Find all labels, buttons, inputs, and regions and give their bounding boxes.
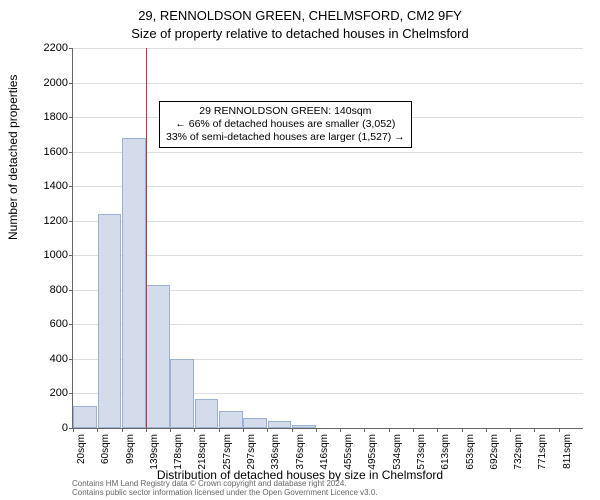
ytick-label: 1400 [28, 180, 68, 192]
ytick-label: 1000 [28, 249, 68, 261]
xtick-label: 336sqm [270, 434, 281, 470]
xtick-mark [389, 428, 390, 432]
xtick-mark [316, 428, 317, 432]
xtick-mark [146, 428, 147, 432]
info-line3: 33% of semi-detached houses are larger (… [166, 131, 405, 144]
xtick-mark [194, 428, 195, 432]
xtick-mark [219, 428, 220, 432]
ytick-label: 2000 [28, 77, 68, 89]
xtick-label: 573sqm [416, 434, 427, 470]
xtick-label: 692sqm [489, 434, 500, 470]
gridline-h [73, 186, 583, 187]
xtick-mark [559, 428, 560, 432]
ytick-label: 400 [28, 353, 68, 365]
histogram-bar [73, 406, 97, 428]
property-marker-line [146, 48, 148, 428]
ytick-mark [69, 290, 73, 291]
ytick-mark [69, 393, 73, 394]
xtick-label: 653sqm [465, 434, 476, 470]
y-axis-label: Number of detached properties [6, 75, 20, 240]
histogram-bar [122, 138, 146, 428]
xtick-label: 297sqm [246, 434, 257, 470]
xtick-mark [267, 428, 268, 432]
histogram-bar [243, 418, 267, 428]
histogram-bar [268, 421, 292, 428]
xtick-label: 455sqm [343, 434, 354, 470]
gridline-h [73, 221, 583, 222]
ytick-mark [69, 83, 73, 84]
ytick-mark [69, 359, 73, 360]
xtick-label: 60sqm [100, 434, 111, 464]
xtick-mark [340, 428, 341, 432]
ytick-label: 200 [28, 387, 68, 399]
xtick-label: 257sqm [222, 434, 233, 470]
histogram-bar [195, 399, 219, 428]
ytick-label: 1800 [28, 111, 68, 123]
xtick-mark [122, 428, 123, 432]
xtick-label: 376sqm [295, 434, 306, 470]
histogram-bar [98, 214, 122, 428]
gridline-h [73, 255, 583, 256]
gridline-h [73, 83, 583, 84]
xtick-mark [243, 428, 244, 432]
xtick-label: 811sqm [562, 434, 573, 469]
xtick-mark [510, 428, 511, 432]
ytick-mark [69, 186, 73, 187]
ytick-label: 600 [28, 318, 68, 330]
credits-line2: Contains public sector information licen… [72, 489, 378, 498]
xtick-mark [486, 428, 487, 432]
ytick-mark [69, 324, 73, 325]
credits: Contains HM Land Registry data © Crown c… [72, 480, 378, 498]
plot-area: 29 RENNOLDSON GREEN: 140sqm ← 66% of det… [72, 48, 583, 429]
ytick-mark [69, 117, 73, 118]
xtick-label: 613sqm [440, 434, 451, 470]
xtick-label: 178sqm [173, 434, 184, 470]
histogram-bar [292, 425, 316, 428]
chart-container: 29, RENNOLDSON GREEN, CHELMSFORD, CM2 9F… [0, 0, 600, 500]
histogram-bar [219, 411, 243, 428]
info-line1: 29 RENNOLDSON GREEN: 140sqm [166, 105, 405, 118]
xtick-mark [437, 428, 438, 432]
ytick-label: 2200 [28, 42, 68, 54]
xtick-mark [73, 428, 74, 432]
ytick-label: 1200 [28, 215, 68, 227]
xtick-label: 416sqm [319, 434, 330, 470]
gridline-h [73, 48, 583, 49]
xtick-label: 139sqm [149, 434, 160, 470]
chart-title-line1: 29, RENNOLDSON GREEN, CHELMSFORD, CM2 9F… [0, 8, 600, 23]
xtick-label: 732sqm [513, 434, 524, 470]
chart-title-line2: Size of property relative to detached ho… [0, 26, 600, 41]
ytick-label: 800 [28, 284, 68, 296]
xtick-label: 20sqm [76, 434, 87, 464]
ytick-label: 1600 [28, 146, 68, 158]
xtick-mark [292, 428, 293, 432]
info-line2: ← 66% of detached houses are smaller (3,… [166, 118, 405, 131]
xtick-label: 99sqm [125, 434, 136, 464]
ytick-mark [69, 48, 73, 49]
ytick-mark [69, 255, 73, 256]
histogram-bar [170, 359, 194, 428]
xtick-mark [534, 428, 535, 432]
ytick-mark [69, 221, 73, 222]
histogram-bar [146, 285, 170, 428]
xtick-label: 495sqm [367, 434, 378, 470]
xtick-label: 771sqm [537, 434, 548, 470]
ytick-label: 0 [28, 422, 68, 434]
xtick-mark [97, 428, 98, 432]
xtick-mark [364, 428, 365, 432]
xtick-mark [413, 428, 414, 432]
gridline-h [73, 152, 583, 153]
xtick-mark [462, 428, 463, 432]
xtick-label: 218sqm [197, 434, 208, 470]
info-box: 29 RENNOLDSON GREEN: 140sqm ← 66% of det… [159, 101, 412, 148]
xtick-mark [170, 428, 171, 432]
xtick-label: 534sqm [392, 434, 403, 470]
ytick-mark [69, 152, 73, 153]
